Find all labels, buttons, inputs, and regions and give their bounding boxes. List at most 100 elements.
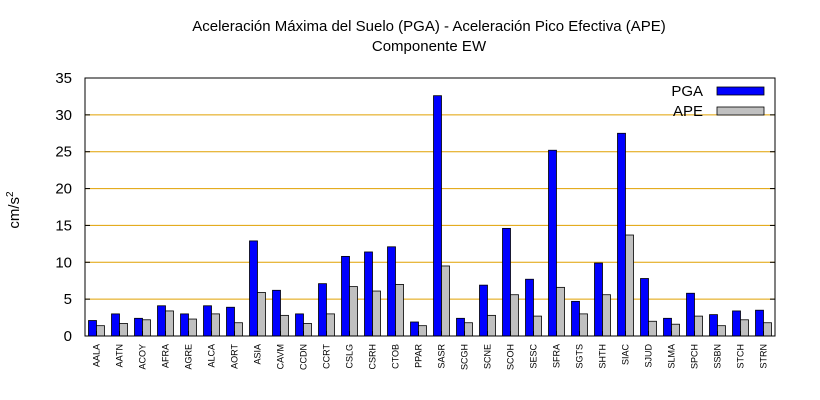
- bar-pga-ctob: [387, 246, 396, 337]
- y-tick-label: 30: [55, 107, 72, 124]
- x-tick-label: SPCH: [690, 344, 700, 369]
- y-tick-label: 5: [64, 291, 72, 308]
- x-tick-label: PPAR: [414, 344, 424, 368]
- bar-pga-spch: [686, 292, 695, 337]
- y-tick-label: 15: [55, 217, 72, 234]
- x-tick-label: SCGH: [460, 344, 470, 370]
- bar-pga-ccdn: [295, 313, 304, 337]
- bar-pga-cavm: [272, 289, 281, 337]
- chart-subtitle: Componente EW: [372, 38, 487, 55]
- x-tick-label: SJUD: [644, 344, 654, 368]
- x-tick-label: CSLG: [345, 344, 355, 369]
- bar-pga-slma: [663, 317, 672, 337]
- bar-pga-asia: [249, 240, 258, 337]
- bar-pga-scgh: [456, 317, 465, 337]
- legend: PGA APE: [671, 83, 765, 120]
- x-tick-label: AATN: [115, 344, 125, 367]
- bar-pga-aort: [226, 306, 235, 337]
- y-axis-label: cm/s2: [5, 191, 23, 229]
- y-tick-label: 20: [55, 181, 72, 198]
- bar-pga-scne: [479, 284, 488, 337]
- x-tick-label: ASIA: [253, 344, 263, 365]
- bar-ape-stch: [740, 319, 749, 337]
- x-tick-labels: AALA AATN ACOY AFRA AGRE ALCA AORT ASIA CAVM CCDN…: [92, 344, 769, 371]
- bar-ape-scne: [487, 314, 496, 337]
- axes: [84, 77, 776, 337]
- x-tick-label: CTOB: [391, 344, 401, 369]
- bar-ape-cslg: [349, 286, 358, 337]
- x-tick-label: AFRA: [161, 344, 171, 368]
- bar-ape-afra: [165, 310, 174, 337]
- bar-ape-acoy: [142, 319, 151, 337]
- y-tick-label: 35: [55, 70, 72, 87]
- bar-pga-alca: [203, 305, 212, 337]
- bar-ape-sesc: [533, 315, 542, 337]
- bar-ape-slma: [671, 323, 680, 337]
- bar-ape-strn: [763, 322, 772, 337]
- bar-ape-cavm: [280, 314, 289, 337]
- bar-pga-ccrt: [318, 283, 327, 337]
- bar-pga-aatn: [111, 313, 120, 337]
- bar-pga-sasr: [433, 95, 442, 337]
- bar-pga-shth: [594, 262, 603, 337]
- bar-ape-alca: [211, 313, 220, 337]
- x-tick-label: SIAC: [621, 344, 631, 366]
- bar-pga-ppar: [410, 321, 419, 337]
- x-tick-label: ALCA: [207, 344, 217, 368]
- y-tick-label: 10: [55, 254, 72, 271]
- bars: [88, 95, 772, 337]
- x-tick-label: SCNE: [483, 344, 493, 369]
- bar-pga-agre: [180, 313, 189, 337]
- x-tick-label: CCDN: [299, 344, 309, 370]
- bar-ape-csrh: [372, 290, 381, 337]
- bar-pga-sgts: [571, 300, 580, 337]
- bar-ape-ccrt: [326, 313, 335, 337]
- x-tick-label: STCH: [736, 344, 746, 369]
- bar-pga-csrh: [364, 251, 373, 337]
- bar-ape-scoh: [510, 294, 519, 337]
- legend-label-pga: PGA: [671, 83, 703, 100]
- bar-pga-afra: [157, 305, 166, 337]
- x-tick-label: STRN: [759, 344, 769, 369]
- y-tick-label: 25: [55, 144, 72, 161]
- x-tick-label: SGTS: [575, 344, 585, 369]
- bar-ape-sjud: [648, 320, 657, 337]
- x-tick-label: CAVM: [276, 344, 286, 369]
- bar-pga-strn: [755, 309, 764, 337]
- bar-ape-aort: [234, 322, 243, 337]
- bar-ape-ccdn: [303, 323, 312, 337]
- plot-frame: [84, 77, 776, 337]
- bar-ape-siac: [625, 234, 634, 337]
- x-tick-label: SHTH: [598, 344, 608, 369]
- bar-ape-sasr: [441, 265, 450, 337]
- x-tick-label: AALA: [92, 344, 102, 367]
- chart-title: Aceleración Máxima del Suelo (PGA) - Ace…: [192, 18, 666, 35]
- x-tick-label: SSBN: [713, 344, 723, 369]
- bar-pga-siac: [617, 132, 626, 337]
- x-tick-label: CSRH: [368, 344, 378, 370]
- y-tick-label: 0: [64, 328, 72, 345]
- x-tick-label: SCOH: [506, 344, 516, 370]
- y-axis-label-unit: cm/s: [6, 197, 23, 229]
- legend-swatch-pga: [716, 86, 765, 96]
- y-tick-labels: 0 5 10 15 20 25 30 35: [55, 70, 72, 345]
- x-tick-label: AGRE: [184, 344, 194, 370]
- bar-pga-acoy: [134, 317, 143, 337]
- bar-pga-scoh: [502, 227, 511, 337]
- bar-ape-scgh: [464, 322, 473, 337]
- bar-ape-spch: [694, 315, 703, 337]
- bar-ape-ctob: [395, 283, 404, 337]
- bar-pga-stch: [732, 310, 741, 337]
- bar-ape-ppar: [418, 325, 427, 337]
- bar-ape-ssbn: [717, 325, 726, 337]
- bar-ape-agre: [188, 318, 197, 337]
- bar-pga-sjud: [640, 278, 649, 337]
- bar-ape-aala: [96, 325, 105, 337]
- bar-ape-aatn: [119, 323, 128, 337]
- legend-swatch-ape: [716, 106, 765, 116]
- x-tick-label: SASR: [437, 344, 447, 369]
- bar-pga-aala: [88, 320, 97, 337]
- x-tick-label: AORT: [230, 344, 240, 369]
